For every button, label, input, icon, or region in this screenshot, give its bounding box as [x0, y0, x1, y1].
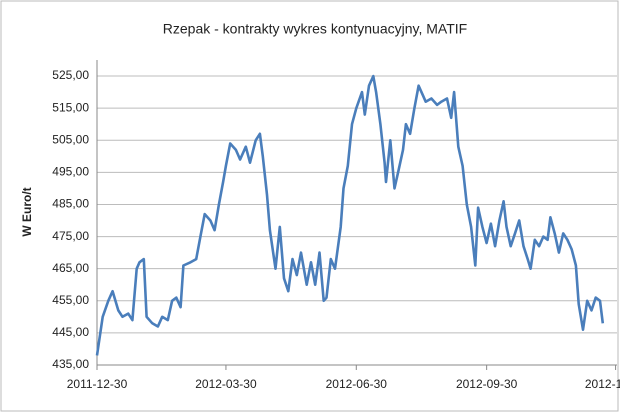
y-tick-label: 495,00 [52, 165, 89, 179]
data-line [95, 74, 605, 356]
x-tick-label: 2012-12-30 [585, 377, 620, 391]
x-tick-label: 2012-06-30 [326, 377, 388, 391]
x-tick-label: 2011-12-30 [67, 377, 128, 391]
y-tick-label: 505,00 [52, 132, 89, 146]
y-tick-label: 435,00 [52, 357, 89, 371]
x-tick-label: 2012-03-30 [195, 377, 257, 391]
y-tick-label: 485,00 [52, 197, 89, 211]
y-axis-label: W Euro/t [20, 187, 34, 236]
y-tick-label: 445,00 [52, 325, 89, 339]
x-tick-label: 2012-09-30 [456, 377, 518, 391]
y-tick-label: 515,00 [52, 100, 89, 114]
y-tick-label: 465,00 [52, 261, 89, 275]
y-tick-label: 475,00 [52, 229, 89, 243]
y-tick-label: 455,00 [52, 293, 89, 307]
chart-title: Rzepak - kontrakty wykres kontynuacyjny,… [163, 21, 467, 37]
y-tick-label: 525,00 [52, 68, 89, 82]
